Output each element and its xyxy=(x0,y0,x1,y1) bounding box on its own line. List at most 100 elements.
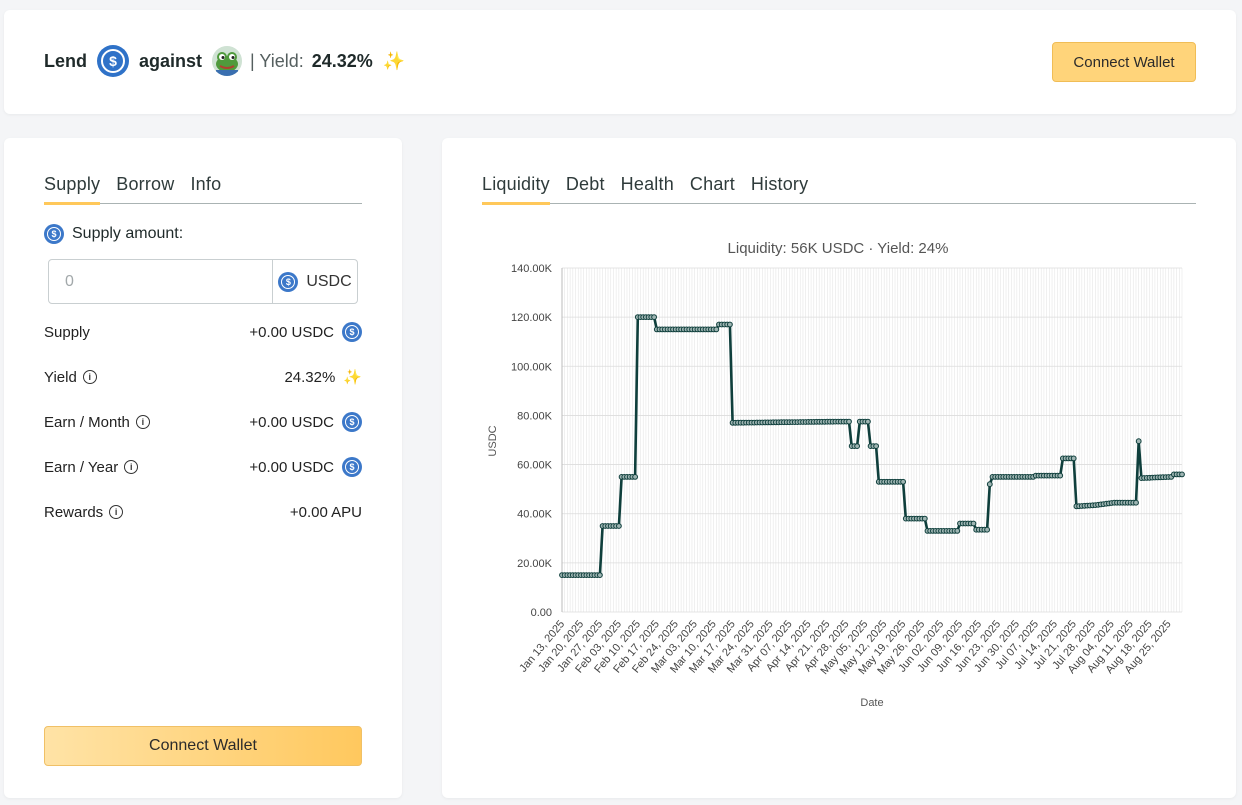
stat-value: +0.00 APU xyxy=(290,504,362,521)
y-tick-label: 80.00K xyxy=(517,410,553,422)
y-tick-label: 20.00K xyxy=(517,558,553,570)
supply-tabs: Supply Borrow Info xyxy=(44,174,362,205)
stat-label-text: Rewards xyxy=(44,503,104,521)
data-point xyxy=(970,520,977,527)
data-point xyxy=(900,478,907,485)
tab-liquidity[interactable]: Liquidity xyxy=(482,174,550,205)
data-point xyxy=(1133,499,1139,506)
chart-points xyxy=(559,314,1185,579)
data-point xyxy=(632,474,639,480)
supply-input-group: $ USDC xyxy=(48,259,358,304)
yield-value: 24.32% xyxy=(311,50,373,71)
stat-value-text: +0.00 USDC xyxy=(249,413,334,431)
liquidity-panel: Liquidity Debt Health Chart History Liqu… xyxy=(442,138,1236,798)
stat-label-text: Earn / Year xyxy=(44,458,119,476)
tab-info[interactable]: Info xyxy=(190,174,222,194)
data-point xyxy=(713,326,720,333)
y-tick-label: 120.00K xyxy=(511,312,553,324)
unit-selector: $ USDC xyxy=(272,260,357,303)
usdc-coin-icon: $ xyxy=(342,322,362,342)
market-title: Lend $ against | Yield: 24.32% ✨ xyxy=(44,45,405,77)
supply-panel: Supply Borrow Info $ Supply amount: $ US… xyxy=(4,138,402,798)
connect-wallet-button[interactable]: Connect Wallet xyxy=(1052,42,1196,82)
tab-health[interactable]: Health xyxy=(620,174,674,194)
stat-value: +0.00 USDC $ xyxy=(249,412,362,432)
chart-tabs: Liquidity Debt Health Chart History xyxy=(482,174,1196,205)
stat-earn-year: Earn / Year i +0.00 USDC $ xyxy=(44,456,362,478)
stat-yield: Yield i 24.32% ✨ xyxy=(44,366,362,388)
usdc-coin-icon: $ xyxy=(97,45,129,77)
data-point xyxy=(616,523,622,529)
usdc-coin-icon: $ xyxy=(278,271,299,292)
data-point xyxy=(986,481,993,488)
stat-value-text: +0.00 USDC xyxy=(249,458,334,476)
data-point xyxy=(651,314,658,321)
y-tick-label: 60.00K xyxy=(517,460,553,472)
y-axis-label: USDC xyxy=(487,425,499,456)
data-point xyxy=(1179,471,1185,478)
data-point xyxy=(921,515,928,522)
stat-label: Earn / Month i xyxy=(44,414,150,431)
chart-title: Liquidity: 56K USDC · Yield: 24% xyxy=(728,240,949,257)
header-card: Lend $ against | Yield: 24.32% ✨ Connect… xyxy=(4,10,1236,114)
stat-value: 24.32% ✨ xyxy=(284,368,362,387)
data-point xyxy=(1070,455,1077,462)
stat-value-text: +0.00 USDC xyxy=(249,323,334,341)
y-tick-label: 0.00 xyxy=(531,607,552,619)
sparkle-icon: ✨ xyxy=(382,50,406,71)
stat-value: +0.00 USDC $ xyxy=(249,322,362,342)
usdc-coin-icon: $ xyxy=(342,457,362,477)
data-point xyxy=(727,321,733,328)
data-point xyxy=(1135,438,1142,445)
info-icon[interactable]: i xyxy=(124,460,139,474)
connect-wallet-button[interactable]: Connect Wallet xyxy=(44,726,362,766)
stat-label-text: Supply xyxy=(44,323,90,341)
info-icon[interactable]: i xyxy=(135,415,150,429)
data-point xyxy=(984,526,990,533)
stat-label-text: Yield xyxy=(44,368,77,386)
chart-grid xyxy=(561,267,1183,613)
supply-amount-text: Supply amount: xyxy=(72,225,184,242)
tab-chart[interactable]: Chart xyxy=(689,174,735,194)
stat-value-text: 24.32% xyxy=(284,368,336,386)
yield-label: | Yield: xyxy=(250,50,304,71)
supply-amount-label: $ Supply amount: xyxy=(44,224,183,244)
stat-label: Earn / Year i xyxy=(44,458,139,476)
x-axis-label: Date xyxy=(860,697,883,709)
usdc-coin-icon: $ xyxy=(44,224,64,244)
tab-history[interactable]: History xyxy=(750,174,809,194)
data-point xyxy=(846,418,852,425)
sparkle-icon: ✨ xyxy=(343,369,362,386)
stat-label: Yield i xyxy=(44,369,97,386)
stat-value: +0.00 USDC $ xyxy=(249,457,362,477)
info-icon[interactable]: i xyxy=(82,370,97,384)
stat-label-text: Earn / Month xyxy=(44,413,130,431)
info-icon[interactable]: i xyxy=(109,505,124,519)
data-point xyxy=(865,418,871,425)
unit-label: USDC xyxy=(306,272,352,290)
stat-supply: Supply +0.00 USDC $ xyxy=(44,321,362,343)
data-point xyxy=(873,443,880,450)
data-point xyxy=(854,443,861,450)
y-tick-label: 140.00K xyxy=(511,263,553,275)
pepe-frog-icon xyxy=(212,46,243,76)
stat-label: Rewards i xyxy=(44,503,124,521)
chart-axes: 0.00 20.00K 40.00K 60.00K 80.00K 100.00K 120.0… xyxy=(511,263,1174,677)
tab-debt[interactable]: Debt xyxy=(565,174,605,194)
tab-borrow[interactable]: Borrow xyxy=(116,174,175,194)
liquidity-chart: Liquidity: 56K USDC · Yield: 24% USDC Da… xyxy=(487,240,1185,709)
stat-value-text: +0.00 APU xyxy=(289,503,362,521)
stat-rewards: Rewards i +0.00 APU xyxy=(44,501,362,523)
tab-supply[interactable]: Supply xyxy=(44,174,101,205)
supply-amount-input[interactable] xyxy=(49,260,272,303)
stat-label: Supply xyxy=(44,324,90,341)
y-tick-label: 40.00K xyxy=(517,509,553,521)
stat-earn-month: Earn / Month i +0.00 USDC $ xyxy=(44,411,362,433)
data-point xyxy=(1057,472,1064,479)
data-point xyxy=(597,572,603,579)
usdc-coin-icon: $ xyxy=(342,412,362,432)
y-tick-label: 100.00K xyxy=(511,361,553,373)
data-point xyxy=(954,528,961,534)
against-label: against xyxy=(139,50,203,71)
lend-label: Lend xyxy=(44,50,87,71)
